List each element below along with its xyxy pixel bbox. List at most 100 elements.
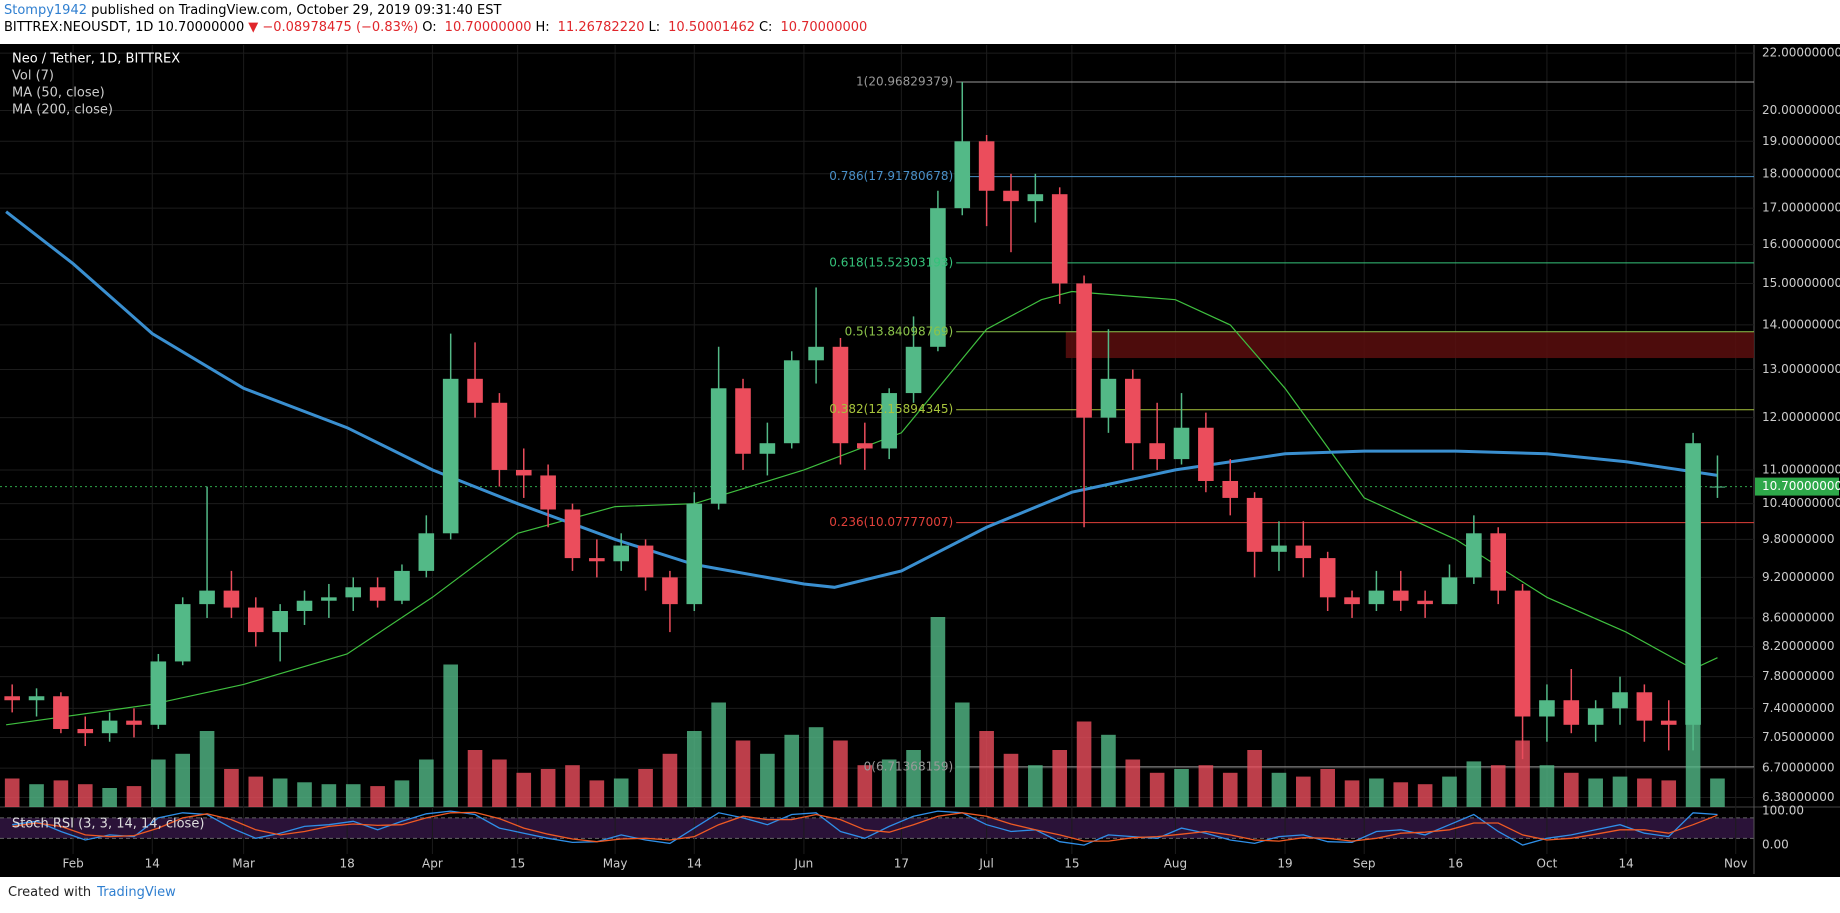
legend-item: MA (50, close) (12, 86, 105, 101)
candle-body (1124, 378, 1141, 444)
volume-bar (760, 753, 775, 807)
volume-bar (1515, 740, 1530, 807)
volume-bar (4, 778, 20, 807)
volume-bar (102, 788, 117, 807)
candle-body (1660, 720, 1677, 725)
x-tick-label: 19 (1277, 857, 1292, 871)
volume-bar (808, 727, 824, 807)
volume-bar (565, 765, 580, 807)
volume-bar (419, 759, 434, 807)
candle-body (1587, 708, 1604, 725)
x-tick-label: Jun (794, 857, 814, 871)
candle-body (4, 696, 20, 701)
volume-bar (77, 784, 93, 807)
x-tick-label: 15 (510, 857, 525, 871)
x-tick-label: 14 (145, 857, 160, 871)
published: published on TradingView.com, October 29… (87, 3, 502, 18)
volume-bar (492, 759, 507, 807)
candle-body (1636, 692, 1653, 721)
candle-body (613, 545, 630, 562)
volume-bar (126, 786, 142, 807)
volume-bar (151, 759, 166, 807)
y-tick-label: 10.40000000 (1762, 496, 1840, 510)
volume-bar (29, 784, 44, 807)
volume-bar (1588, 778, 1603, 807)
volume-bar (540, 769, 556, 807)
footer: Created with TradingView (8, 885, 176, 900)
candle-body (1392, 590, 1409, 601)
volume-bar (321, 784, 337, 807)
volume-bar (1028, 765, 1043, 807)
candle-body (735, 388, 751, 454)
volume-bar (1393, 782, 1409, 807)
header: Stompy1942 published on TradingView.com,… (4, 2, 871, 36)
volume-bar (979, 731, 994, 807)
x-tick-label: Apr (422, 857, 443, 871)
x-tick-label: Aug (1164, 857, 1187, 871)
candle-body (1027, 194, 1044, 202)
candle-body (515, 469, 532, 476)
volume-bar (224, 769, 239, 807)
volume-bar (711, 702, 726, 807)
y-tick-label: 12.00000000 (1762, 410, 1840, 424)
volume-bar (1296, 776, 1311, 807)
header-value: 10.50001462 (668, 20, 755, 35)
legend-item: Neo / Tether, 1D, BITTREX (12, 52, 180, 67)
candle-body (491, 402, 508, 470)
candle-body (1295, 545, 1312, 559)
volume-bar (589, 780, 605, 807)
volume-bar (1320, 769, 1335, 807)
x-tick-label: Jul (978, 857, 993, 871)
legend-item: Vol (7) (12, 69, 54, 84)
volume-bar (1271, 772, 1287, 807)
candle-body (637, 545, 654, 578)
volume-bar (881, 759, 897, 807)
candle-body (150, 661, 167, 725)
moving-average (5, 210, 1718, 589)
header-value: L: (648, 20, 661, 35)
stoch-tick-label: 0.00 (1762, 838, 1789, 852)
volume-bar (1247, 750, 1262, 807)
y-tick-label: 9.80000000 (1762, 532, 1835, 546)
y-tick-label: 8.20000000 (1762, 639, 1835, 653)
candle-body (1076, 283, 1092, 418)
candle-body (881, 393, 897, 449)
candle-body (467, 378, 483, 403)
volume-bar (686, 731, 702, 807)
candle-body (1490, 533, 1507, 591)
volume-bar (1417, 784, 1433, 807)
candle-body (1563, 700, 1580, 725)
candle-body (1417, 600, 1433, 605)
chart-background (0, 44, 1840, 877)
volume-bar (1344, 780, 1360, 807)
candle-body (1051, 194, 1068, 284)
volume-bar (1637, 778, 1652, 807)
volume-bar (516, 772, 532, 807)
header-value: BITTREX:NEOUSDT, 1D (4, 20, 154, 35)
volume-bar (1369, 778, 1384, 807)
candle-body (783, 360, 800, 444)
x-tick-label: Nov (1724, 857, 1747, 871)
candle-body (345, 587, 362, 598)
volume-bar (370, 786, 385, 807)
volume-bar (1710, 778, 1725, 807)
candle-body (978, 141, 995, 191)
user[interactable]: Stompy1942 (4, 3, 87, 18)
candle-body (1685, 443, 1701, 725)
fib-label: 0.618(15.52303193) (829, 255, 953, 269)
y-tick-label: 9.20000000 (1762, 570, 1835, 584)
y-tick-label: 6.70000000 (1762, 761, 1835, 775)
volume-bar (1174, 769, 1189, 807)
y-tick-label: 17.00000000 (1762, 201, 1840, 215)
x-tick-label: Feb (62, 857, 83, 871)
stoch-title: Stoch RSI (3, 3, 14, 14, close) (12, 817, 204, 832)
candle-body (296, 600, 313, 611)
candle-body (905, 346, 922, 394)
y-tick-label: 7.05000000 (1762, 730, 1835, 744)
brand[interactable]: TradingView (97, 885, 176, 900)
candle-body (1319, 558, 1336, 598)
x-tick-label: 17 (894, 857, 909, 871)
last-price-label: 10.70000000 (1762, 479, 1840, 493)
candle-body (126, 720, 142, 725)
x-tick-label: 15 (1064, 857, 1079, 871)
